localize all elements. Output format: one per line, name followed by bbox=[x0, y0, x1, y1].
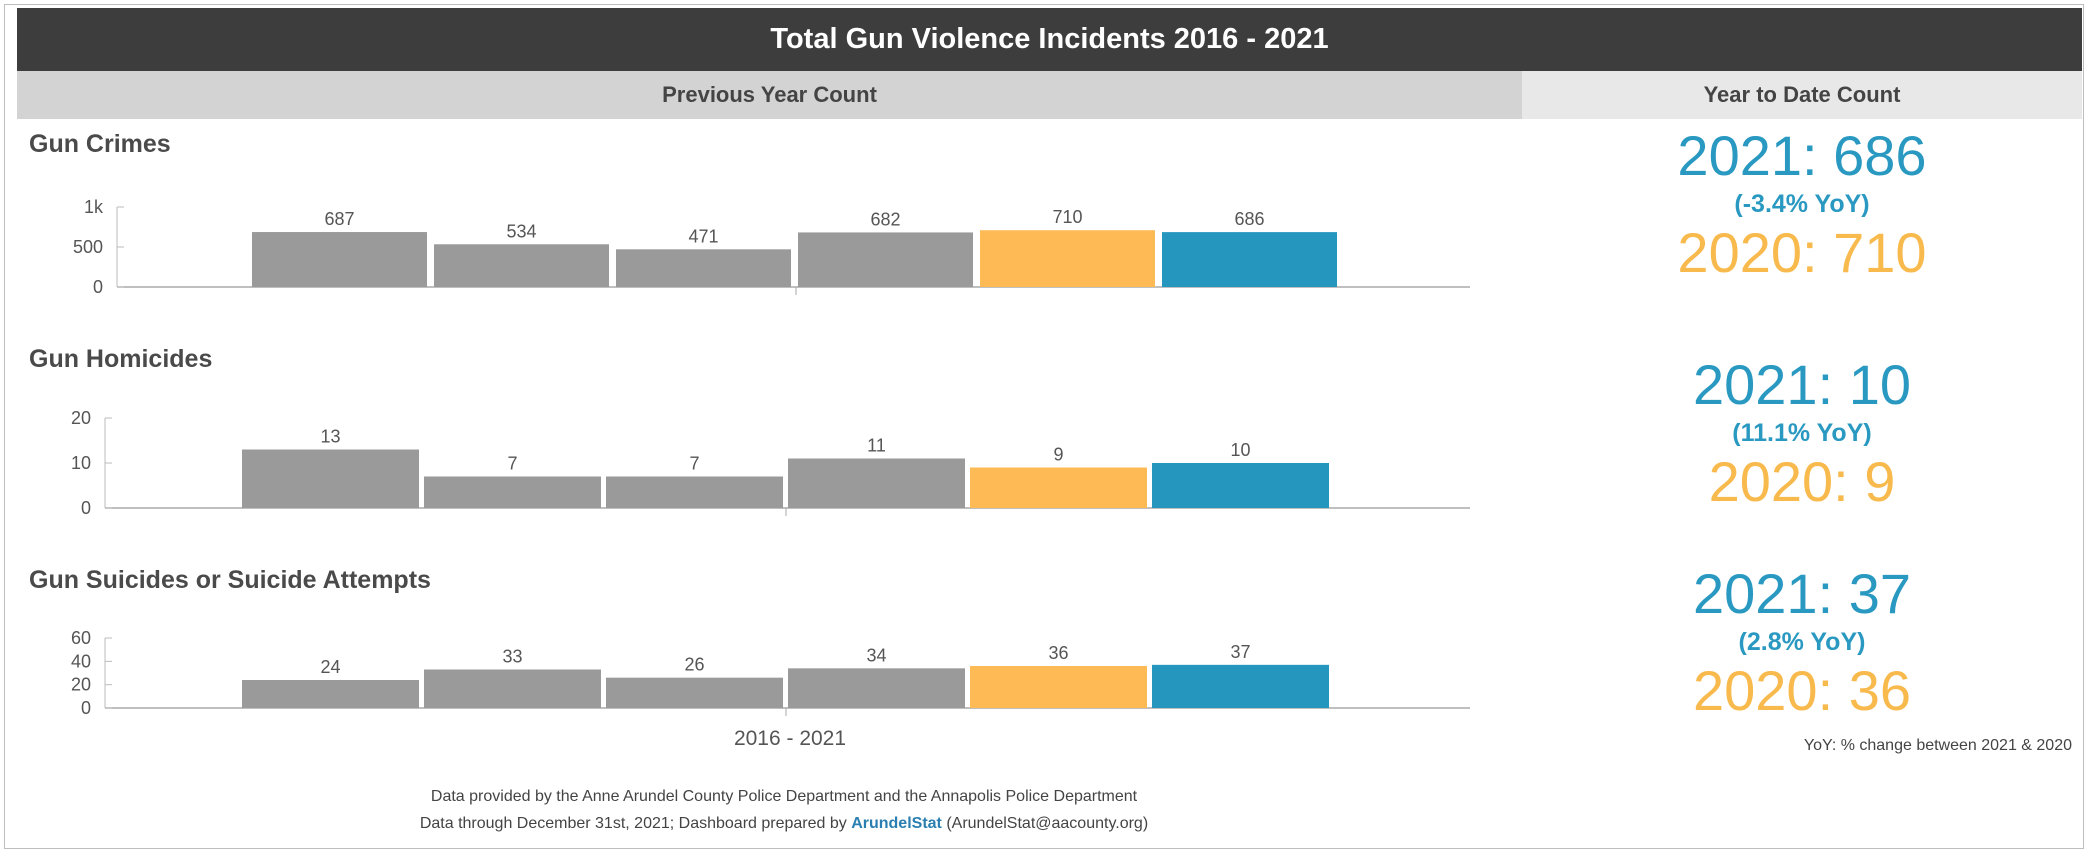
gun-suicides-title: Gun Suicides or Suicide Attempts bbox=[29, 566, 431, 594]
gun-homicides-title: Gun Homicides bbox=[29, 345, 213, 373]
footer-source: Data provided by the Anne Arundel County… bbox=[430, 788, 1138, 805]
bar-2017 bbox=[424, 476, 601, 508]
yoy-note: YoY: % change between 2021 & 2020 bbox=[1803, 737, 2072, 754]
bar-2020 bbox=[970, 467, 1147, 508]
bar-2018 bbox=[606, 677, 783, 708]
bar-2019 bbox=[788, 458, 965, 508]
ytd-gun-suicides: 2021: 37 (2.8% YoY) 2020: 36 bbox=[1522, 566, 2082, 719]
gun-suicides-chart: 0 20 40 60 24 33 26 34 36 37 bbox=[71, 628, 1470, 718]
x-axis-label: 2016 - 2021 bbox=[733, 727, 847, 750]
ytd-current-value: 2021: 37 bbox=[1693, 562, 1911, 625]
bar-2016 bbox=[242, 449, 419, 508]
footer-suffix: (ArundelStat@aacounty.org) bbox=[941, 815, 1149, 832]
bar-2017 bbox=[434, 244, 609, 287]
data-label-2018: 7 bbox=[689, 454, 699, 474]
data-label-2020: 36 bbox=[1048, 643, 1068, 663]
y-tick-label: 1k bbox=[84, 197, 104, 217]
bar-2016 bbox=[252, 232, 427, 287]
bar-2016 bbox=[242, 680, 419, 708]
data-label-2021: 10 bbox=[1230, 440, 1250, 460]
data-label-2020: 9 bbox=[1053, 445, 1063, 465]
bar-2020 bbox=[970, 666, 1147, 708]
data-label-2021: 37 bbox=[1230, 642, 1250, 662]
data-label-2018: 471 bbox=[688, 226, 718, 246]
y-tick-label: 500 bbox=[73, 237, 103, 257]
dashboard-title: Total Gun Violence Incidents 2016 - 2021 bbox=[17, 8, 2082, 71]
footer-prefix: Data through December 31st, 2021; Dashbo… bbox=[419, 815, 852, 832]
data-label-2017: 33 bbox=[502, 647, 522, 667]
previous-year-header: Previous Year Count bbox=[17, 71, 1522, 119]
y-tick-label: 0 bbox=[81, 698, 91, 718]
bar-2021 bbox=[1152, 463, 1329, 508]
data-label-2019: 11 bbox=[867, 436, 886, 456]
y-tick-label: 0 bbox=[93, 277, 103, 297]
ytd-current-value: 2021: 10 bbox=[1693, 353, 1911, 416]
data-label-2016: 24 bbox=[320, 657, 340, 677]
bar-2019 bbox=[788, 668, 965, 708]
y-tick-label: 60 bbox=[71, 628, 91, 648]
ytd-current-value: 2021: 686 bbox=[1677, 124, 1927, 187]
y-tick-label: 10 bbox=[71, 453, 91, 473]
ytd-gun-crimes: 2021: 686 (-3.4% YoY) 2020: 710 bbox=[1522, 128, 2082, 281]
ytd-header: Year to Date Count bbox=[1522, 71, 2082, 119]
data-label-2021: 686 bbox=[1234, 209, 1264, 229]
bar-2021 bbox=[1162, 232, 1337, 287]
data-label-2019: 682 bbox=[870, 209, 900, 229]
data-label-2016: 687 bbox=[324, 209, 354, 229]
bar-2020 bbox=[980, 230, 1155, 287]
gun-crimes-title: Gun Crimes bbox=[29, 130, 171, 158]
data-label-2017: 7 bbox=[507, 454, 517, 474]
bar-2021 bbox=[1152, 664, 1329, 708]
footer-prepared-by: Data through December 31st, 2021; Dashbo… bbox=[0, 815, 1568, 833]
ytd-previous-value: 2020: 710 bbox=[1677, 221, 1927, 284]
y-tick-label: 0 bbox=[81, 498, 91, 518]
bar-2019 bbox=[798, 232, 973, 287]
y-tick-label: 20 bbox=[71, 408, 91, 428]
ytd-yoy-change: (2.8% YoY) bbox=[1738, 628, 1866, 656]
arundelstat-link[interactable]: ArundelStat bbox=[851, 815, 942, 832]
bar-2018 bbox=[606, 476, 783, 508]
gun-homicides-chart: 0 10 20 13 7 7 11 9 10 bbox=[71, 408, 1470, 518]
ytd-yoy-change: (11.1% YoY) bbox=[1732, 419, 1872, 447]
gun-crimes-chart: 0 500 1k 687 534 471 682 710 686 bbox=[73, 197, 1470, 297]
bar-2017 bbox=[424, 669, 601, 708]
ytd-previous-value: 2020: 9 bbox=[1708, 450, 1896, 513]
bar-2018 bbox=[616, 249, 791, 287]
data-label-2019: 34 bbox=[866, 645, 886, 665]
data-label-2018: 26 bbox=[684, 655, 704, 675]
data-label-2016: 13 bbox=[320, 427, 340, 447]
ytd-yoy-change: (-3.4% YoY) bbox=[1734, 190, 1870, 218]
ytd-previous-value: 2020: 36 bbox=[1693, 659, 1911, 722]
data-label-2020: 710 bbox=[1052, 207, 1082, 227]
data-label-2017: 534 bbox=[506, 221, 536, 241]
ytd-gun-homicides: 2021: 10 (11.1% YoY) 2020: 9 bbox=[1522, 357, 2082, 510]
y-tick-label: 40 bbox=[71, 651, 91, 671]
y-tick-label: 20 bbox=[71, 675, 91, 695]
